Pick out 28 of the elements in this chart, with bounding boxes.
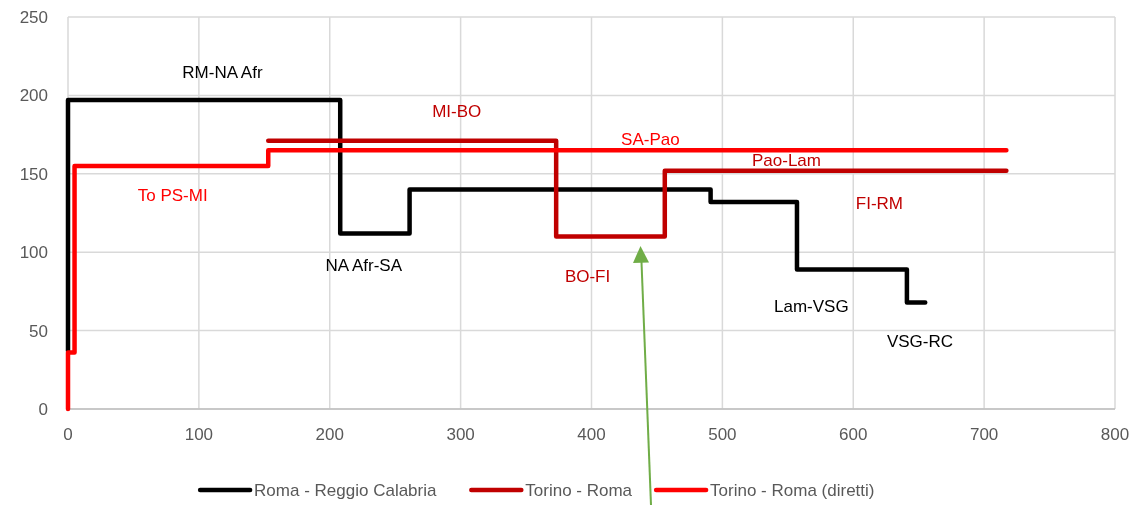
y-tick-label: 100 xyxy=(19,243,48,263)
annotation: Lam-VSG xyxy=(774,297,849,317)
annotation: RM-NA Afr xyxy=(182,63,263,83)
x-tick-label: 700 xyxy=(969,425,999,444)
annotation: To PS-MI xyxy=(137,185,208,205)
legend-label: Torino - Roma xyxy=(525,481,633,500)
x-tick-label: 800 xyxy=(1100,425,1130,444)
x-tick-label: 100 xyxy=(184,425,214,444)
annotation: NA Afr-SA xyxy=(325,256,403,276)
y-tick-label: 0 xyxy=(38,400,48,419)
annotation: SA-Pao xyxy=(621,130,680,150)
x-tick-label: 400 xyxy=(577,425,606,444)
x-tick-label: 200 xyxy=(315,425,344,444)
legend-label: Torino - Roma (diretti) xyxy=(710,481,875,500)
x-tick-label: 300 xyxy=(446,425,475,444)
x-tick-label: 0 xyxy=(63,425,73,444)
annotation: MI-BO xyxy=(432,101,482,121)
y-tick-label: 250 xyxy=(19,8,48,27)
y-tick-label: 150 xyxy=(19,164,48,184)
annotation: BO-FI xyxy=(564,266,611,286)
x-tick-label: 600 xyxy=(839,425,868,444)
y-tick-label: 50 xyxy=(29,321,48,341)
annotation: Pao-Lam xyxy=(752,150,821,170)
annotation: FI-RM xyxy=(855,193,904,213)
y-tick-label: 200 xyxy=(19,86,48,106)
x-tick-label: 500 xyxy=(708,425,737,444)
annotation: VSG-RC xyxy=(886,332,954,352)
legend-label: Roma - Reggio Calabria xyxy=(254,481,438,500)
